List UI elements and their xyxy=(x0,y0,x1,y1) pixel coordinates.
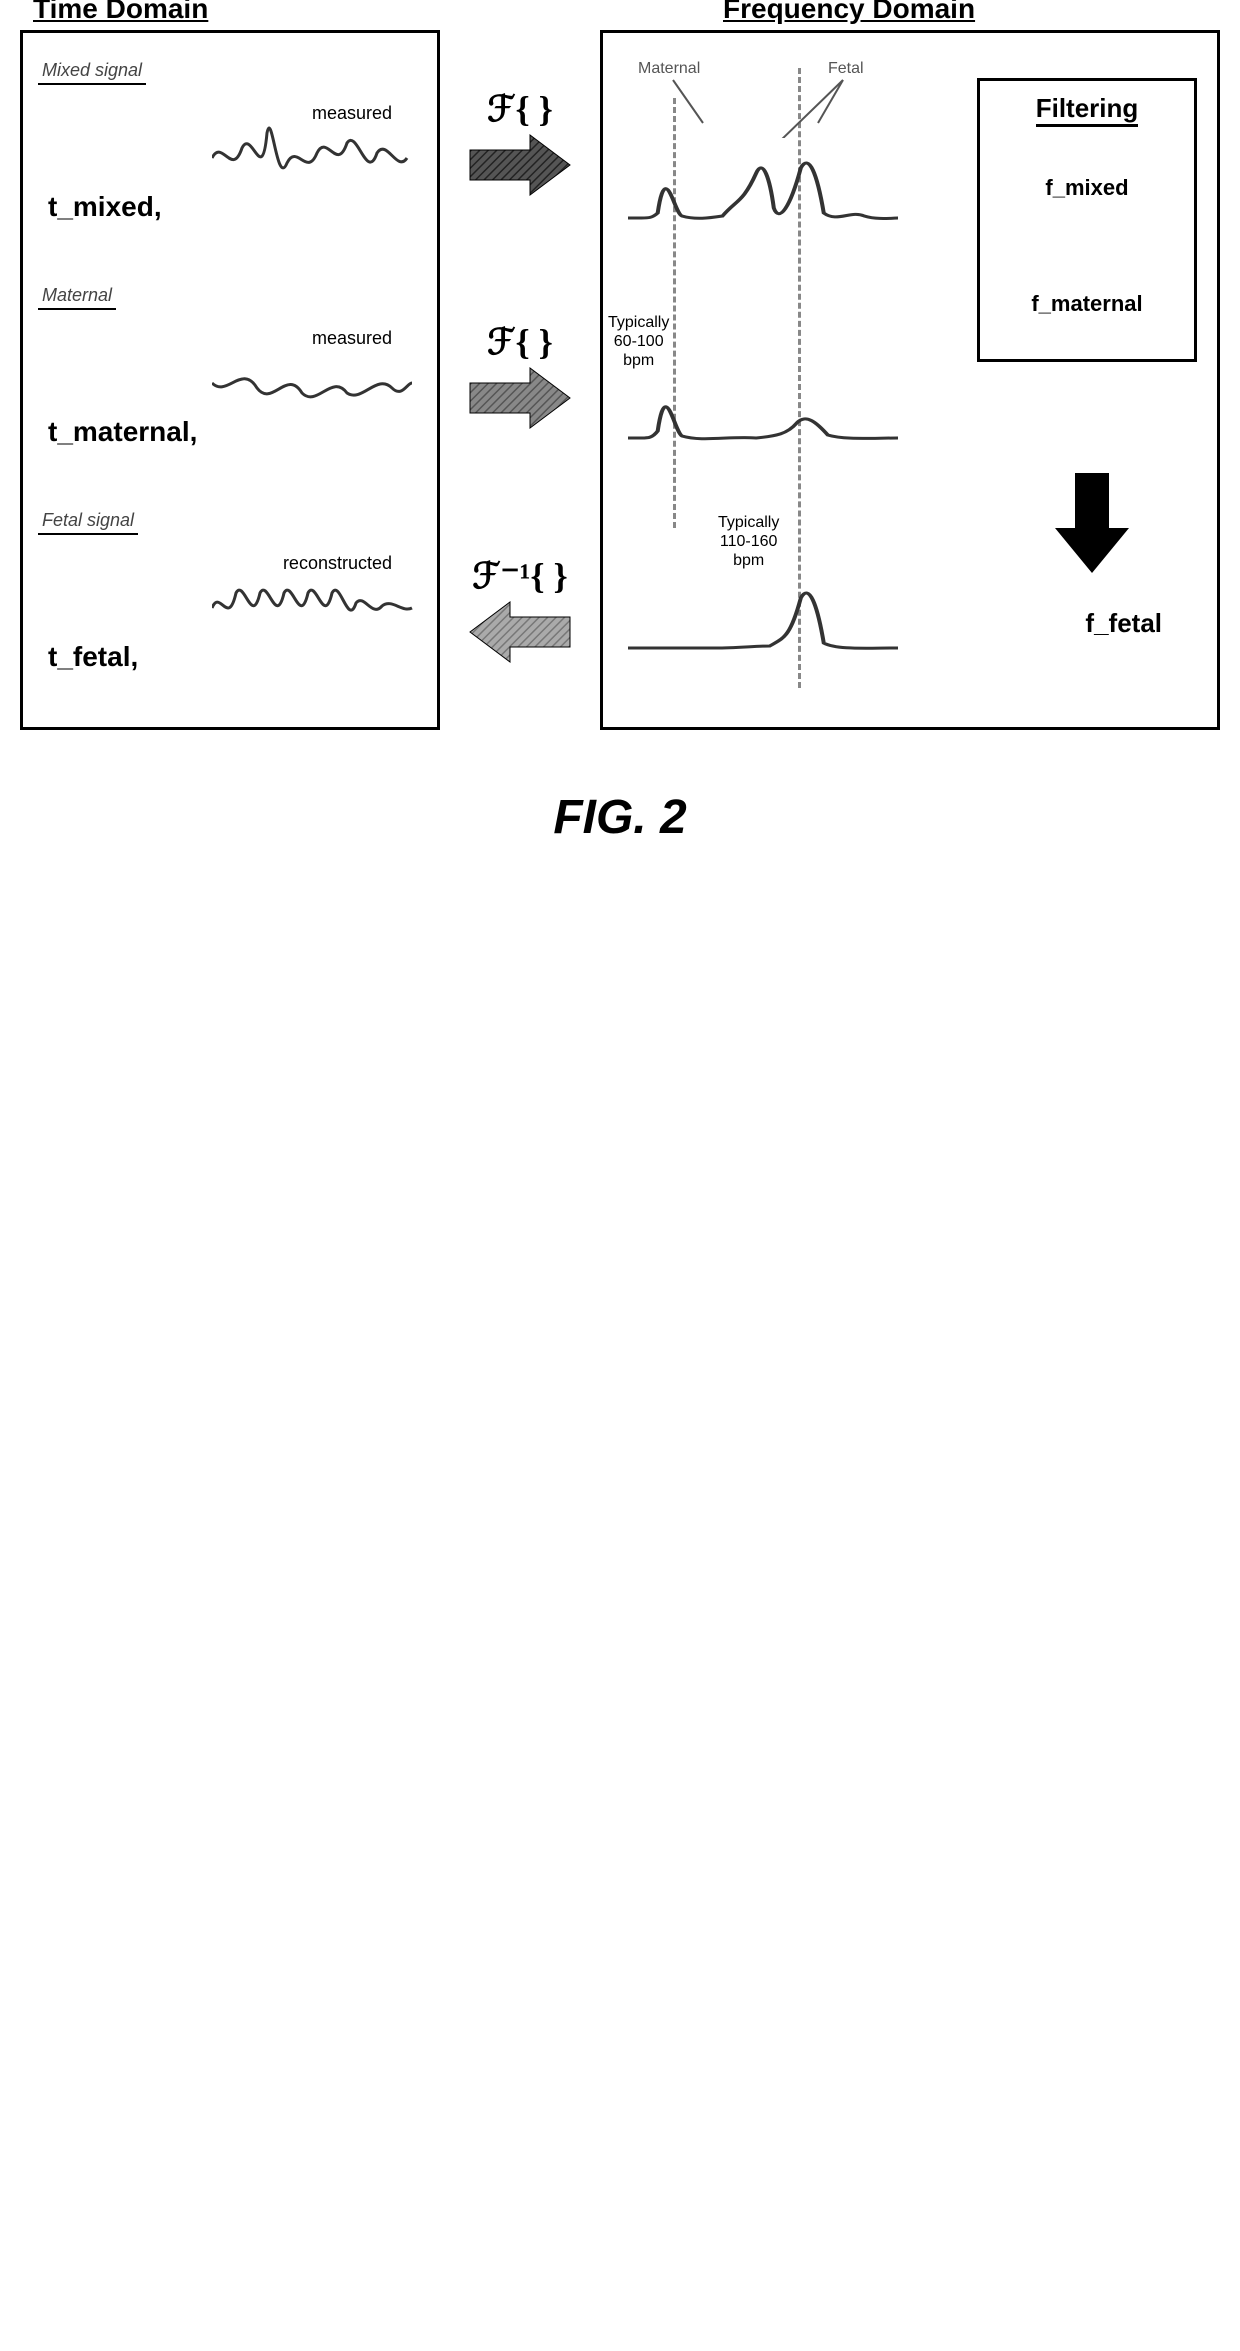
fetal-bpm-label: Typically110-160bpm xyxy=(718,513,779,571)
fourier-label-2: ℱ{ } xyxy=(465,321,575,363)
mixed-spectrum xyxy=(628,148,908,238)
fourier-label-3: ℱ⁻¹{ } xyxy=(465,555,575,597)
leader-lines xyxy=(618,68,918,138)
maternal-waveform xyxy=(212,343,422,433)
maternal-tag: Maternal xyxy=(38,283,116,310)
f-maternal-label: f_maternal xyxy=(988,291,1186,317)
fetal-tag: Fetal signal xyxy=(38,508,138,535)
arrow-right-icon xyxy=(465,130,575,200)
main-diagram: Time Domain Mixed signal measured t_mixe… xyxy=(20,30,1220,730)
arrow-down-icon xyxy=(1047,468,1137,578)
filtering-box: Filtering f_mixed f_maternal xyxy=(977,78,1197,362)
mixed-name: t_mixed, xyxy=(48,191,162,223)
fetal-name: t_fetal, xyxy=(48,641,138,673)
f-fetal-label: f_fetal xyxy=(1085,608,1162,639)
fetal-spectrum xyxy=(628,578,908,668)
transform-arrows: ℱ{ } ℱ{ } ℱ⁻¹{ } xyxy=(460,30,580,730)
f-mixed-label: f_mixed xyxy=(988,175,1186,201)
fourier-arrow-1: ℱ{ } xyxy=(465,88,575,205)
time-domain-panel: Time Domain Mixed signal measured t_mixe… xyxy=(20,30,440,730)
time-row-maternal: Maternal measured t_maternal, xyxy=(38,273,422,483)
maternal-spectrum xyxy=(628,368,908,458)
mixed-waveform xyxy=(212,118,422,208)
filtering-title: Filtering xyxy=(1036,93,1139,127)
maternal-bpm-label: Typically60-100bpm xyxy=(608,313,669,371)
spectrum-plots: Maternal Fetal Typically60-100bpm xyxy=(618,68,968,698)
arrow-right-icon xyxy=(465,363,575,433)
mixed-tag: Mixed signal xyxy=(38,58,146,85)
fourier-label-1: ℱ{ } xyxy=(465,88,575,130)
freq-domain-title: Frequency Domain xyxy=(723,0,975,25)
time-domain-title: Time Domain xyxy=(33,0,208,25)
fourier-arrow-2: ℱ{ } xyxy=(465,321,575,438)
arrow-left-icon xyxy=(465,597,575,667)
figure-label: FIG. 2 xyxy=(20,790,1220,845)
time-row-mixed: Mixed signal measured t_mixed, xyxy=(38,48,422,258)
maternal-name: t_maternal, xyxy=(48,416,197,448)
freq-domain-panel: Frequency Domain Maternal Fetal xyxy=(600,30,1220,730)
fetal-waveform xyxy=(212,568,422,658)
inverse-fourier-arrow: ℱ⁻¹{ } xyxy=(465,555,575,672)
time-row-fetal: Fetal signal reconstructed t_fetal, xyxy=(38,498,422,708)
